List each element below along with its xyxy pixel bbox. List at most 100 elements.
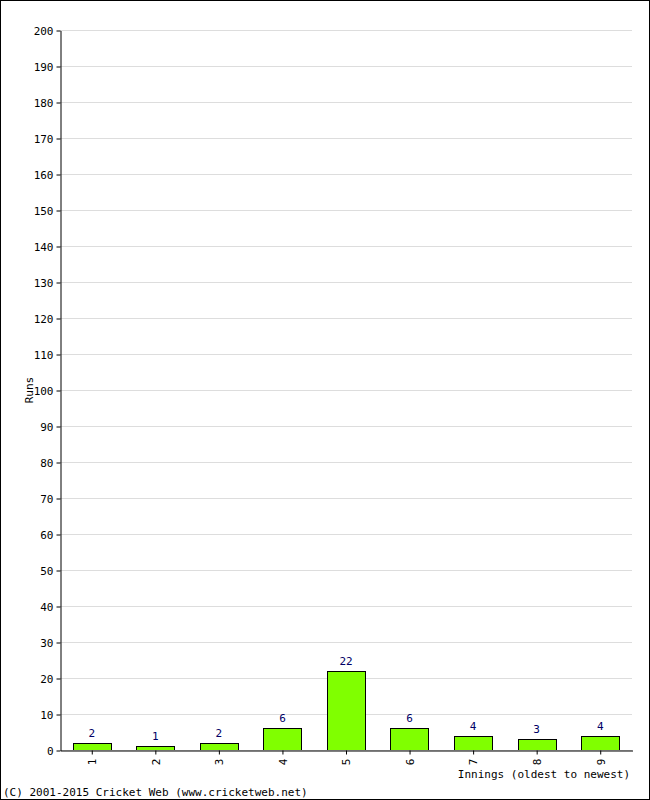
y-tick: 120 <box>34 313 61 326</box>
y-tick-mark <box>57 319 61 320</box>
grid-line <box>60 606 632 607</box>
y-tick-label: 60 <box>40 529 53 542</box>
x-tick-label: 3 <box>213 759 226 766</box>
x-tick: 9 <box>595 751 608 766</box>
data-label: 6 <box>406 712 413 725</box>
y-tick-mark <box>57 463 61 464</box>
x-tick: 3 <box>213 751 226 766</box>
x-tick-mark <box>92 751 93 755</box>
grid-line <box>60 498 632 499</box>
data-label: 3 <box>533 723 540 736</box>
bar <box>582 737 620 751</box>
grid <box>60 31 632 751</box>
x-tick: 6 <box>404 751 417 766</box>
y-tick: 10 <box>40 709 60 722</box>
bar <box>74 744 112 751</box>
grid-line <box>60 354 632 355</box>
y-tick-mark <box>57 607 61 608</box>
data-label: 6 <box>279 712 286 725</box>
grid-line <box>60 426 632 427</box>
x-tick-label: 1 <box>86 759 99 766</box>
x-tick: 4 <box>277 751 290 766</box>
grid-line <box>60 534 632 535</box>
x-tick-mark <box>219 751 220 755</box>
x-axis: 1 2 3 4 5 6 7 8 9 <box>61 751 633 766</box>
grid-line <box>60 246 632 247</box>
y-tick-label: 200 <box>34 25 54 38</box>
y-tick-mark <box>57 751 61 752</box>
grid-line <box>60 210 632 211</box>
y-tick-mark <box>57 31 61 32</box>
y-tick: 150 <box>34 205 61 218</box>
y-tick: 110 <box>34 349 61 362</box>
y-tick-mark <box>57 355 61 356</box>
bar <box>455 737 493 751</box>
y-tick-label: 100 <box>34 385 54 398</box>
x-tick-label: 8 <box>531 759 544 766</box>
x-tick-mark <box>473 751 474 755</box>
y-tick-label: 130 <box>34 277 54 290</box>
y-tick-label: 30 <box>40 637 53 650</box>
data-label: 22 <box>339 655 352 668</box>
x-tick-label: 9 <box>595 759 608 766</box>
y-tick-label: 140 <box>34 241 54 254</box>
y-tick-label: 40 <box>40 601 53 614</box>
x-tick: 2 <box>150 751 163 766</box>
y-tick: 50 <box>40 565 60 578</box>
x-axis-title: Innings (oldest to newest) <box>458 768 630 781</box>
y-tick: 20 <box>40 673 60 686</box>
grid-line <box>60 174 632 175</box>
y-tick-mark <box>57 715 61 716</box>
y-tick-mark <box>57 67 61 68</box>
y-tick: 170 <box>34 133 61 146</box>
data-label: 2 <box>88 727 95 740</box>
y-tick-mark <box>57 427 61 428</box>
x-tick-label: 4 <box>277 758 290 765</box>
y-tick: 100 <box>34 385 61 398</box>
y-tick-label: 160 <box>34 169 54 182</box>
grid-line <box>60 282 632 283</box>
grid-line <box>60 462 632 463</box>
y-tick-label: 50 <box>40 565 53 578</box>
data-label: 4 <box>597 720 604 733</box>
grid-line <box>60 66 632 67</box>
grid-line <box>60 642 632 643</box>
grid-line <box>60 318 632 319</box>
data-label: 1 <box>152 730 159 743</box>
y-tick: 200 <box>34 25 61 38</box>
y-tick: 130 <box>34 277 61 290</box>
y-tick-label: 90 <box>40 421 53 434</box>
y-tick-label: 110 <box>34 349 54 362</box>
x-tick-mark <box>155 751 156 755</box>
y-tick-mark <box>57 535 61 536</box>
y-tick-mark <box>57 643 61 644</box>
y-tick-label: 0 <box>47 745 54 758</box>
y-tick-mark <box>57 283 61 284</box>
grid-line <box>60 570 632 571</box>
y-tick-label: 170 <box>34 133 54 146</box>
x-tick-label: 2 <box>150 759 163 766</box>
y-tick-mark <box>57 679 61 680</box>
y-tick: 70 <box>40 493 60 506</box>
y-tick-mark <box>57 499 61 500</box>
y-tick-mark <box>57 103 61 104</box>
y-tick: 140 <box>34 241 61 254</box>
y-axis: 0 10 20 30 40 50 60 70 80 90 100 110 120 130 140 150 160… <box>34 25 61 758</box>
y-tick-label: 190 <box>34 61 54 74</box>
x-tick-label: 7 <box>467 759 480 766</box>
y-tick-label: 180 <box>34 97 54 110</box>
y-tick-mark <box>57 175 61 176</box>
grid-line <box>60 390 632 391</box>
y-tick: 90 <box>40 421 60 434</box>
y-axis-line <box>61 31 62 751</box>
x-tick-mark <box>346 751 347 755</box>
y-tick: 30 <box>40 637 60 650</box>
y-tick: 190 <box>34 61 61 74</box>
y-tick-label: 80 <box>40 457 53 470</box>
chart: 0 10 20 30 40 50 60 70 80 90 100 110 120 130 140 150 160… <box>0 0 650 800</box>
data-labels: 2126226434 <box>88 655 603 744</box>
y-tick-label: 20 <box>40 673 53 686</box>
x-tick-label: 5 <box>340 759 353 766</box>
y-tick-label: 10 <box>40 709 53 722</box>
bar <box>264 729 302 751</box>
